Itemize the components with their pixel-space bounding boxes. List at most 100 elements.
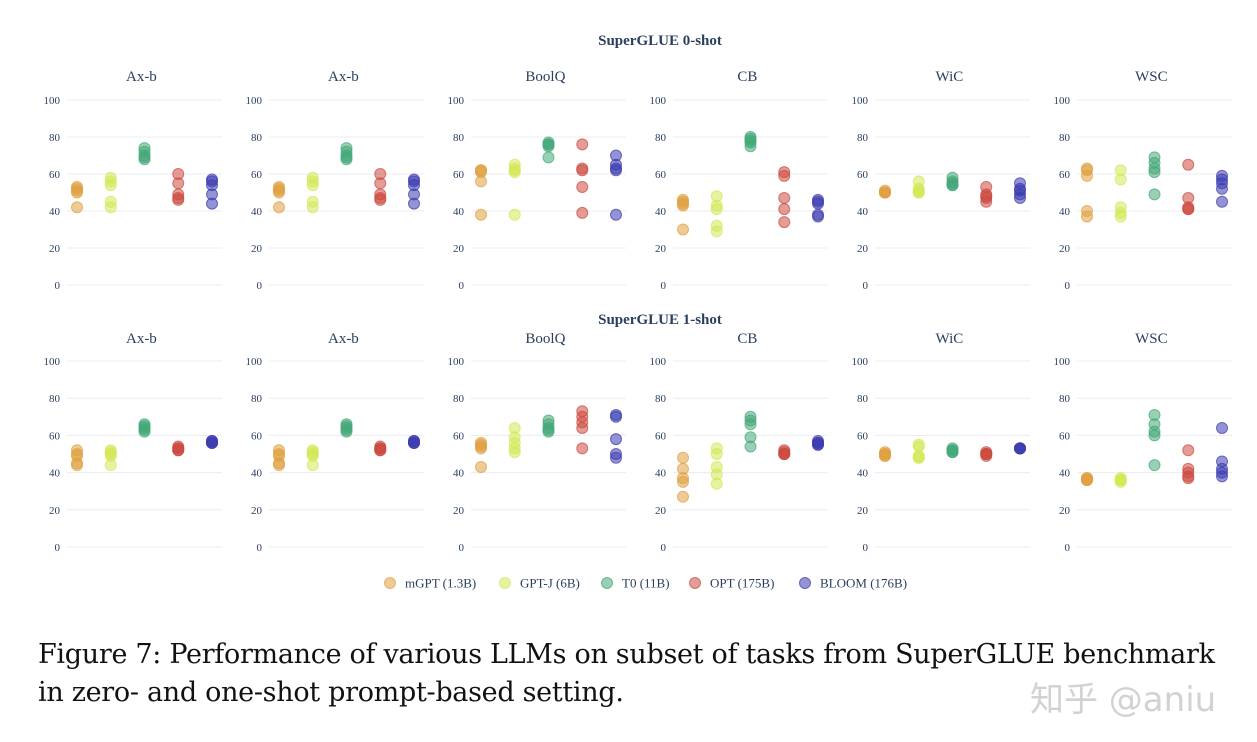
y-tick-label: 80	[655, 393, 667, 405]
y-tick-label: 60	[453, 430, 465, 442]
data-point-gpt-j-6b	[508, 208, 521, 221]
data-point-t0-11b	[744, 418, 757, 431]
y-tick-label: 80	[1059, 393, 1071, 405]
data-point-opt-175b	[1182, 444, 1195, 457]
panel-title-ax-b: Ax-b	[328, 331, 359, 347]
y-tick-label: 80	[49, 132, 61, 144]
data-point-mgpt-1-3b	[475, 461, 487, 474]
superglue-scatter-figure: SuperGLUE 0-shot 0 20 40 60 80 100 Ax-b 0 20 40 60 8…	[44, 33, 1232, 591]
legend-marker-mgpt-1-3b	[384, 577, 396, 589]
y-tick-label: 80	[655, 132, 667, 144]
legend-label-mgpt-1-3b: mGPT (1.3B)	[405, 576, 476, 591]
data-point-t0-11b	[542, 151, 555, 164]
data-point-opt-175b	[1182, 158, 1195, 171]
y-tick-label: 20	[251, 505, 263, 517]
y-tick-label: 100	[650, 356, 667, 368]
y-tick-label: 100	[246, 95, 263, 107]
y-tick-label: 100	[44, 356, 61, 368]
y-tick-label: 0	[1065, 542, 1071, 554]
data-point-mgpt-1-3b	[1081, 474, 1093, 487]
data-point-mgpt-1-3b	[475, 442, 487, 455]
data-point-opt-175b	[778, 216, 791, 229]
legend-marker-opt-175b	[689, 577, 701, 589]
panel-title-ax-b: Ax-b	[126, 69, 157, 85]
watermark-text: 知乎 @aniu	[1030, 680, 1217, 720]
data-point-mgpt-1-3b	[71, 186, 83, 199]
data-point-gpt-j-6b	[104, 201, 117, 214]
data-point-bloom-176b	[1014, 442, 1026, 455]
legend-marker-t0-11b	[601, 577, 613, 589]
data-point-opt-175b	[576, 164, 589, 177]
y-tick-label: 100	[44, 95, 61, 107]
y-tick-label: 100	[1054, 95, 1071, 107]
data-point-gpt-j-6b	[1114, 173, 1127, 186]
panel-title-wic: WiC	[936, 69, 964, 85]
y-tick-label: 40	[1059, 468, 1071, 480]
data-point-bloom-176b	[1216, 195, 1228, 208]
y-tick-label: 100	[852, 95, 869, 107]
data-point-t0-11b	[542, 425, 555, 438]
data-point-mgpt-1-3b	[273, 459, 285, 472]
data-point-mgpt-1-3b	[677, 490, 689, 503]
data-point-opt-175b	[172, 177, 185, 190]
data-point-opt-175b	[172, 193, 185, 206]
data-point-t0-11b	[946, 179, 959, 192]
y-tick-label: 80	[251, 393, 263, 405]
data-point-opt-175b	[374, 444, 387, 457]
y-tick-label: 80	[857, 393, 869, 405]
data-point-t0-11b	[340, 153, 353, 166]
y-tick-label: 40	[453, 206, 465, 218]
data-point-bloom-176b	[1216, 470, 1228, 483]
legend-marker-bloom-176b	[799, 577, 811, 589]
data-point-bloom-176b	[1014, 192, 1026, 205]
data-point-bloom-176b	[610, 410, 622, 423]
figure-caption: Figure 7: Performance of various LLMs on…	[38, 639, 1215, 708]
panel-title-wsc: WSC	[1135, 69, 1168, 85]
data-point-mgpt-1-3b	[71, 459, 83, 472]
data-point-gpt-j-6b	[1114, 475, 1127, 488]
data-point-bloom-176b	[610, 433, 622, 446]
legend-marker-gpt-j-6b	[499, 577, 511, 589]
legend-label-bloom-176b: BLOOM (176B)	[820, 576, 907, 591]
data-point-opt-175b	[576, 421, 589, 434]
data-point-opt-175b	[374, 193, 387, 206]
data-point-bloom-176b	[812, 197, 824, 210]
y-tick-label: 0	[1065, 280, 1071, 292]
y-tick-label: 100	[650, 95, 667, 107]
data-point-gpt-j-6b	[104, 179, 117, 192]
data-point-mgpt-1-3b	[677, 199, 689, 212]
y-tick-label: 20	[655, 243, 667, 255]
y-tick-label: 100	[246, 356, 263, 368]
y-tick-label: 40	[49, 206, 61, 218]
data-point-gpt-j-6b	[508, 446, 521, 459]
data-point-gpt-j-6b	[710, 203, 723, 216]
y-tick-label: 20	[453, 243, 465, 255]
data-point-t0-11b	[1148, 429, 1161, 442]
data-point-opt-175b	[778, 192, 791, 205]
data-point-bloom-176b	[812, 210, 824, 223]
y-tick-label: 0	[863, 280, 869, 292]
data-point-t0-11b	[744, 140, 757, 153]
y-tick-label: 100	[1054, 356, 1071, 368]
y-tick-label: 40	[655, 468, 667, 480]
panel-title-ax-b: Ax-b	[328, 69, 359, 85]
data-point-t0-11b	[1148, 188, 1161, 201]
data-point-bloom-176b	[1216, 182, 1228, 195]
y-tick-label: 0	[257, 542, 263, 554]
y-tick-label: 20	[251, 243, 263, 255]
data-point-t0-11b	[138, 153, 151, 166]
y-tick-label: 80	[49, 393, 61, 405]
panel-title-ax-b: Ax-b	[126, 331, 157, 347]
y-tick-label: 80	[453, 132, 465, 144]
data-point-mgpt-1-3b	[273, 186, 285, 199]
y-tick-label: 100	[448, 356, 465, 368]
y-tick-label: 40	[1059, 206, 1071, 218]
legend-label-t0-11b: T0 (11B)	[622, 576, 670, 591]
data-point-bloom-176b	[206, 197, 218, 210]
y-tick-label: 0	[257, 280, 263, 292]
data-point-opt-175b	[172, 444, 185, 457]
data-point-gpt-j-6b	[912, 451, 925, 464]
data-point-gpt-j-6b	[710, 448, 723, 460]
section-title-superglue-0-shot: SuperGLUE 0-shot	[598, 33, 722, 49]
data-point-t0-11b	[744, 440, 757, 453]
